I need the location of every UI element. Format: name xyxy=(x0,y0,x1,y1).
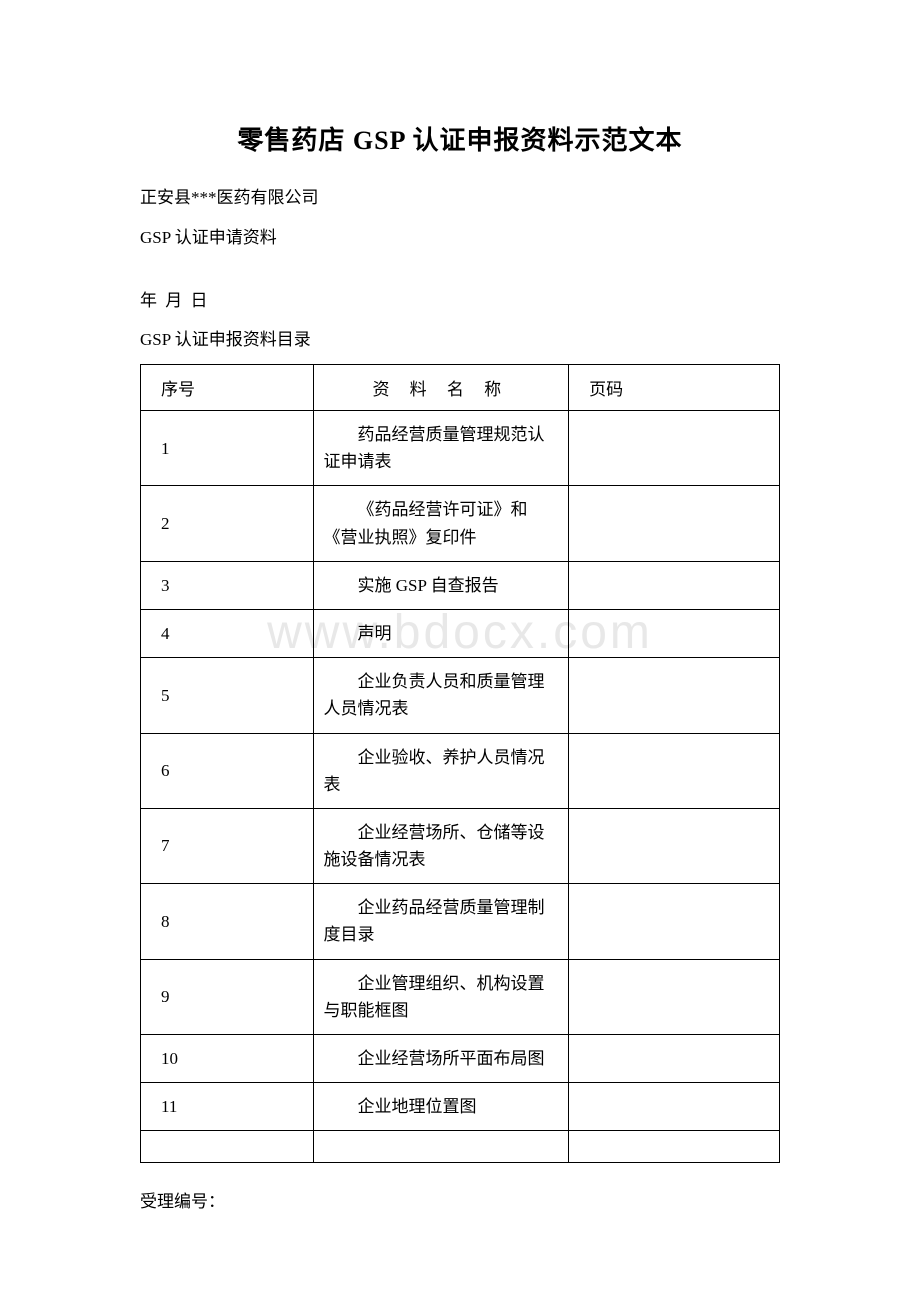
cell-empty xyxy=(141,1131,314,1163)
cell-index: 5 xyxy=(141,658,314,733)
cell-page xyxy=(569,609,780,657)
table-row: 7 企业经营场所、仓储等设施设备情况表 xyxy=(141,808,780,883)
toc-table: 序号 资 料 名 称 页码 1 药品经营质量管理规范认证申请表 2 《药品经营许… xyxy=(140,364,780,1163)
cell-page xyxy=(569,561,780,609)
cell-page xyxy=(569,411,780,486)
toc-title: GSP 认证申报资料目录 xyxy=(140,325,780,350)
cell-index: 2 xyxy=(141,486,314,561)
table-empty-row xyxy=(141,1131,780,1163)
cell-page xyxy=(569,486,780,561)
table-row: 3 实施 GSP 自查报告 xyxy=(141,561,780,609)
cell-index: 9 xyxy=(141,959,314,1034)
header-page: 页码 xyxy=(569,365,780,411)
table-row: 2 《药品经营许可证》和《营业执照》复印件 xyxy=(141,486,780,561)
cell-page xyxy=(569,808,780,883)
page-content: 零售药店 GSP 认证申报资料示范文本 正安县***医药有限公司 GSP 认证申… xyxy=(140,120,780,1212)
table-row: 9 企业管理组织、机构设置与职能框图 xyxy=(141,959,780,1034)
cell-page xyxy=(569,959,780,1034)
date-line: 年 月 日 xyxy=(140,286,780,311)
header-index: 序号 xyxy=(141,365,314,411)
cell-page xyxy=(569,1083,780,1131)
cell-index: 7 xyxy=(141,808,314,883)
cell-index: 3 xyxy=(141,561,314,609)
cell-name: 企业经营场所、仓储等设施设备情况表 xyxy=(313,808,569,883)
table-row: 8 企业药品经营质量管理制度目录 xyxy=(141,884,780,959)
table-row: 11 企业地理位置图 xyxy=(141,1083,780,1131)
cell-name: 企业验收、养护人员情况表 xyxy=(313,733,569,808)
cell-index: 10 xyxy=(141,1035,314,1083)
table-header-row: 序号 资 料 名 称 页码 xyxy=(141,365,780,411)
header-name: 资 料 名 称 xyxy=(313,365,569,411)
cell-index: 1 xyxy=(141,411,314,486)
page-title: 零售药店 GSP 认证申报资料示范文本 xyxy=(140,120,780,157)
cell-index: 4 xyxy=(141,609,314,657)
cell-name: 声明 xyxy=(313,609,569,657)
material-line: GSP 认证申请资料 xyxy=(140,225,780,251)
cell-name: 药品经营质量管理规范认证申请表 xyxy=(313,411,569,486)
table-row: 4 声明 xyxy=(141,609,780,657)
cell-index: 11 xyxy=(141,1083,314,1131)
cell-page xyxy=(569,733,780,808)
cell-page xyxy=(569,884,780,959)
cell-name: 企业经营场所平面布局图 xyxy=(313,1035,569,1083)
company-line: 正安县***医药有限公司 xyxy=(140,185,780,211)
table-row: 10 企业经营场所平面布局图 xyxy=(141,1035,780,1083)
cell-index: 6 xyxy=(141,733,314,808)
cell-name: 企业负责人员和质量管理人员情况表 xyxy=(313,658,569,733)
cell-page xyxy=(569,658,780,733)
cell-empty xyxy=(313,1131,569,1163)
cell-index: 8 xyxy=(141,884,314,959)
cell-page xyxy=(569,1035,780,1083)
footer-text: 受理编号： xyxy=(140,1187,780,1212)
cell-name: 企业药品经营质量管理制度目录 xyxy=(313,884,569,959)
cell-name: 实施 GSP 自查报告 xyxy=(313,561,569,609)
table-row: 5 企业负责人员和质量管理人员情况表 xyxy=(141,658,780,733)
cell-name: 《药品经营许可证》和《营业执照》复印件 xyxy=(313,486,569,561)
table-row: 6 企业验收、养护人员情况表 xyxy=(141,733,780,808)
spacer xyxy=(140,264,780,286)
table-row: 1 药品经营质量管理规范认证申请表 xyxy=(141,411,780,486)
cell-empty xyxy=(569,1131,780,1163)
cell-name: 企业管理组织、机构设置与职能框图 xyxy=(313,959,569,1034)
cell-name: 企业地理位置图 xyxy=(313,1083,569,1131)
